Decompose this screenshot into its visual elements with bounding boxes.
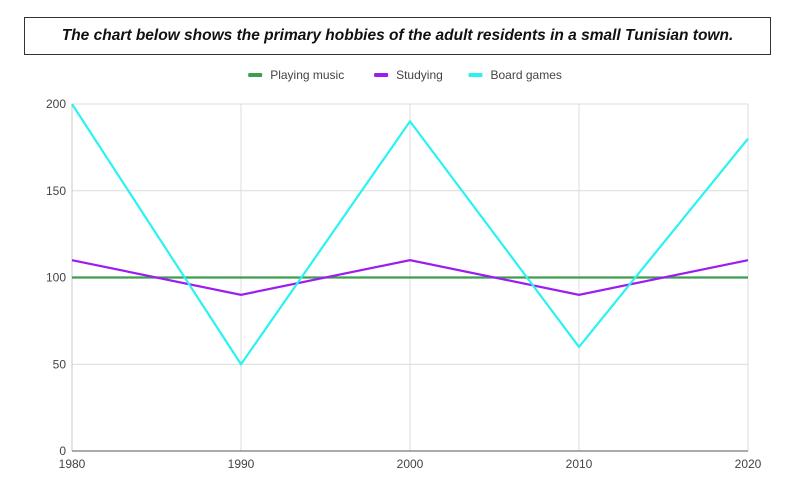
y-tick-label: 50 bbox=[53, 357, 67, 371]
y-tick-label: 0 bbox=[59, 444, 66, 458]
series-line-studying bbox=[71, 259, 749, 296]
x-tick-label: 2010 bbox=[566, 457, 593, 471]
x-tick-label: 1990 bbox=[228, 457, 255, 471]
x-tick-label: 2020 bbox=[735, 457, 762, 471]
series-lines bbox=[71, 103, 749, 367]
legend-swatch bbox=[374, 73, 389, 77]
y-tick-label: 100 bbox=[46, 271, 66, 285]
legend-label: Board games bbox=[491, 68, 562, 82]
legend-swatch bbox=[248, 73, 263, 77]
legend-label: Studying bbox=[396, 68, 443, 82]
series-line-board-games bbox=[71, 103, 749, 367]
x-tick-label: 2000 bbox=[397, 457, 424, 471]
x-tick-label: 1980 bbox=[59, 457, 86, 471]
legend-swatch bbox=[468, 73, 483, 77]
y-tick-label: 150 bbox=[46, 184, 66, 198]
y-tick-label: 200 bbox=[46, 97, 66, 111]
legend-label: Playing music bbox=[270, 68, 344, 82]
chart-title: The chart below shows the primary hobbie… bbox=[24, 17, 771, 55]
axes: 0 50 100 150 200 1980 1990 2000 2010 2020 bbox=[46, 97, 762, 471]
legend: Playing music Studying Board games bbox=[248, 68, 562, 82]
